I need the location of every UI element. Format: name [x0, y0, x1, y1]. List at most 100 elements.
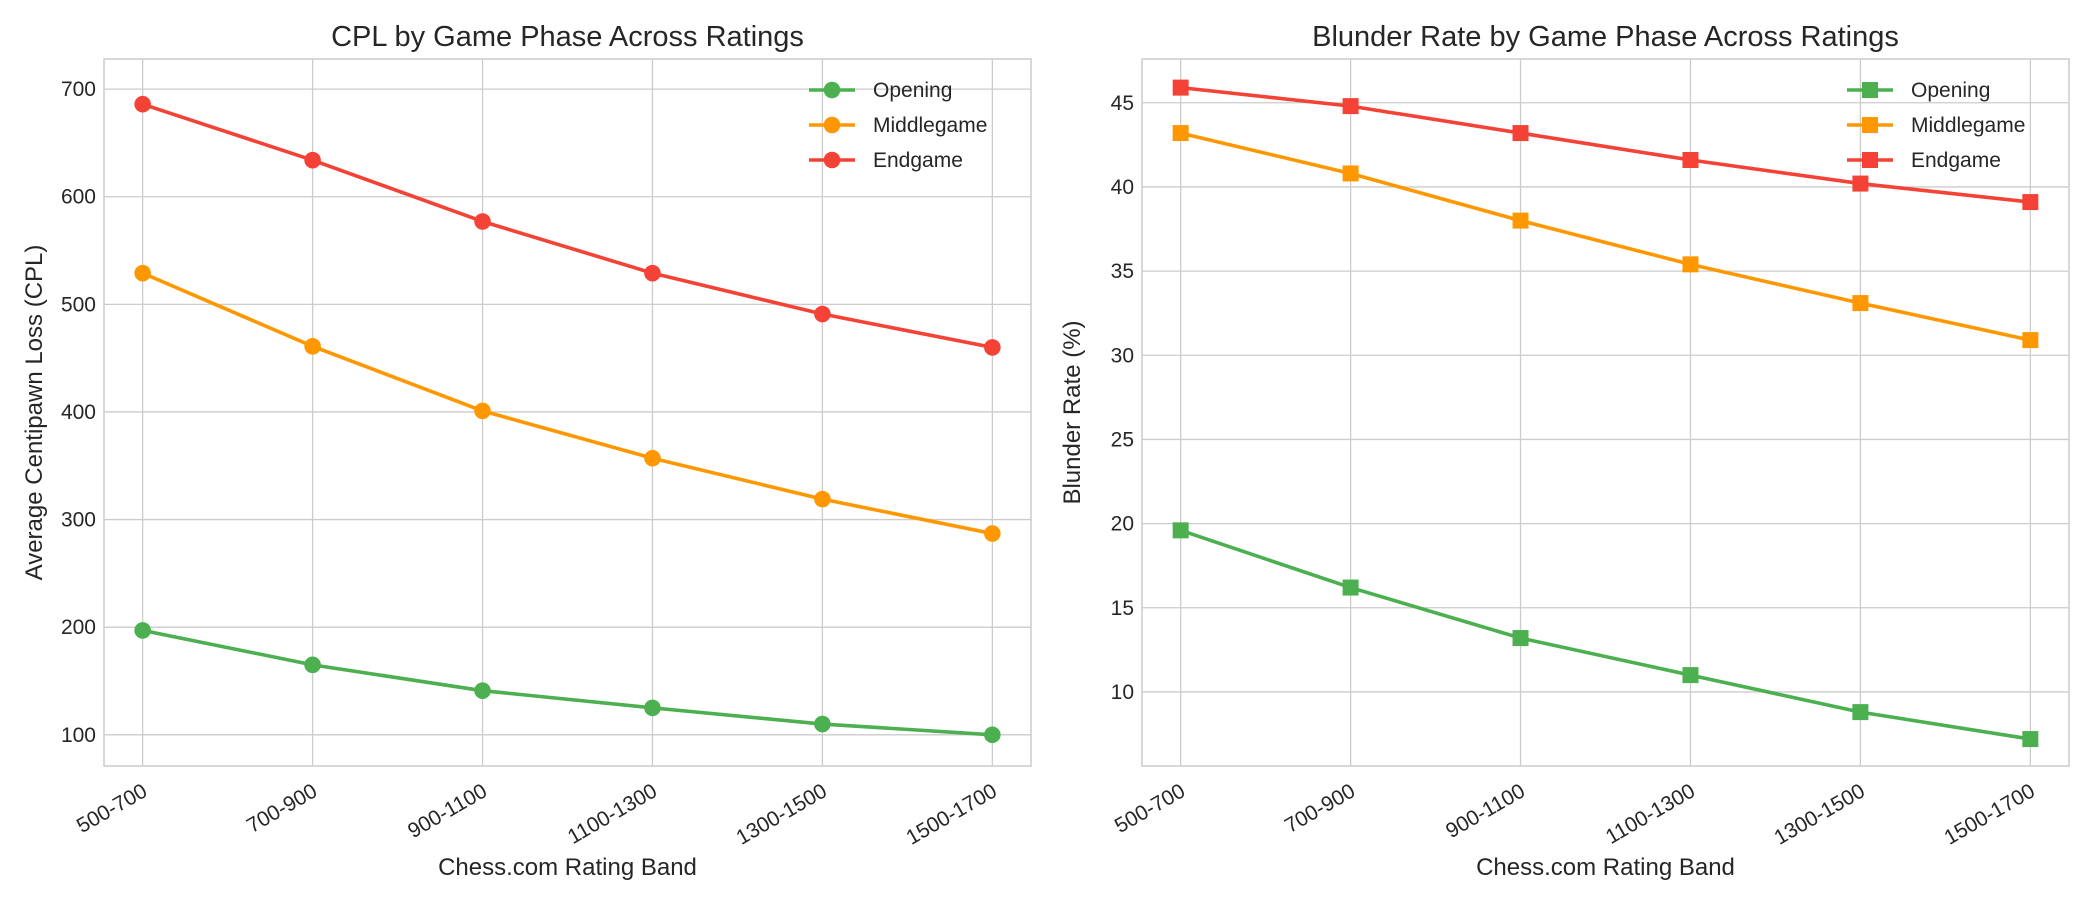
data-point-marker: [1682, 667, 1699, 684]
y-tick-label: 40: [1111, 176, 1134, 199]
y-tick-label: 700: [61, 78, 96, 101]
x-tick-label: 500-700: [1111, 779, 1189, 837]
series-opening: [1172, 522, 2039, 748]
plot-frame: [1141, 58, 2070, 767]
grid: [104, 59, 1031, 766]
y-tick-label: 45: [1111, 92, 1134, 115]
legend-label: Endgame: [873, 149, 963, 172]
x-tick-label: 900-1100: [1442, 779, 1529, 843]
legend-item: Opening: [809, 79, 952, 102]
x-tick-label: 900-1100: [404, 779, 491, 843]
data-point-marker: [1172, 125, 1189, 142]
y-tick-label: 100: [61, 724, 96, 747]
x-tick-label: 500-700: [73, 779, 151, 837]
data-point-marker: [1342, 579, 1359, 596]
legend-marker: [1862, 152, 1878, 168]
series-line: [140, 102, 995, 350]
series-line: [1178, 85, 2033, 204]
x-tick-label: 1500-1700: [1940, 779, 2038, 849]
y-tick-label: 200: [61, 616, 96, 639]
series-line: [1178, 528, 2033, 741]
data-point-marker: [1512, 125, 1529, 142]
y-tick-label: 15: [1111, 597, 1134, 620]
data-point-marker: [2022, 332, 2039, 349]
chart-title: CPL by Game Phase Across Ratings: [331, 21, 804, 53]
x-tick-label: 700-900: [1281, 779, 1359, 837]
series-line: [140, 628, 995, 737]
data-point-marker: [1172, 522, 1189, 539]
chart-title: Blunder Rate by Game Phase Across Rating…: [1312, 21, 1899, 53]
legend-item: Middlegame: [1847, 114, 2025, 137]
data-point-marker: [304, 151, 321, 169]
series-line: [1178, 131, 2033, 342]
x-tick-label: 1100-1300: [1602, 779, 1699, 848]
y-tick-label: 20: [1111, 513, 1134, 536]
data-point-marker: [2022, 194, 2039, 211]
data-point-marker: [2022, 731, 2039, 748]
data-point-marker: [814, 305, 831, 323]
y-tick-label: 25: [1111, 428, 1134, 451]
data-point-marker: [814, 490, 831, 508]
legend-marker: [823, 116, 841, 134]
data-point-marker: [474, 402, 491, 420]
chart-panel-2: 10 15 20 25 30 35 40 45 500-700 700-900 900-1100 11…: [1059, 21, 2070, 881]
legend-label: Opening: [1911, 79, 1990, 102]
data-point-marker: [1172, 79, 1189, 96]
series-middlegame: [134, 264, 1001, 542]
legend-marker: [1862, 117, 1878, 133]
y-tick-label: 30: [1111, 344, 1134, 367]
data-point-marker: [1682, 152, 1699, 168]
data-point-marker: [1852, 175, 1869, 192]
legend: Opening Middlegame Endgame: [1847, 79, 2025, 172]
data-point-marker: [304, 656, 321, 674]
y-tick-label: 300: [61, 509, 96, 532]
data-point-marker: [134, 95, 151, 113]
legend-item: Opening: [1847, 79, 1990, 102]
chart-panel-1: 100 200 300 400 500 600 700 500-700 700-900 900-1…: [21, 21, 1032, 881]
legend-item: Middlegame: [809, 114, 987, 137]
series-line: [140, 271, 995, 536]
data-point-marker: [1512, 630, 1529, 647]
data-point-marker: [1682, 256, 1699, 273]
x-tick-label: 700-900: [243, 779, 321, 837]
x-tick-label: 1300-1500: [732, 779, 830, 849]
legend-item: Endgame: [1847, 149, 2001, 172]
x-tick-label: 1100-1300: [564, 779, 661, 848]
legend-marker: [823, 151, 841, 169]
grid: [1142, 59, 2069, 766]
data-point-marker: [1512, 212, 1529, 229]
data-point-marker: [644, 264, 661, 282]
data-point-marker: [474, 682, 491, 699]
data-point-marker: [644, 699, 661, 717]
legend: Opening Middlegame Endgame: [809, 79, 987, 172]
data-point-marker: [1342, 98, 1359, 115]
legend-label: Middlegame: [1911, 114, 2025, 137]
data-point-marker: [984, 525, 1001, 542]
data-point-marker: [644, 449, 661, 467]
y-tick-label: 10: [1111, 681, 1134, 704]
data-point-marker: [304, 338, 321, 355]
legend-item: Endgame: [809, 149, 963, 172]
y-axis-label: Average Centipawn Loss (CPL): [21, 245, 48, 581]
data-point-marker: [984, 339, 1001, 356]
legend-marker: [823, 81, 841, 99]
data-point-marker: [1852, 704, 1869, 721]
plot-frame: [103, 58, 1032, 767]
y-tick-label: 500: [61, 293, 96, 316]
x-axis-label: Chess.com Rating Band: [438, 854, 697, 881]
y-axis-label: Blunder Rate (%): [1059, 320, 1086, 504]
series-endgame: [134, 95, 1001, 356]
series-endgame: [1172, 79, 2039, 211]
data-point-marker: [814, 715, 831, 733]
legend-label: Opening: [873, 79, 952, 102]
data-point-marker: [1852, 295, 1869, 312]
data-point-marker: [134, 264, 151, 282]
y-tick-label: 35: [1111, 260, 1134, 283]
series-middlegame: [1172, 125, 2039, 349]
legend-label: Endgame: [1911, 149, 2001, 172]
x-axis-label: Chess.com Rating Band: [1476, 854, 1735, 881]
data-point-marker: [984, 726, 1001, 744]
legend-label: Middlegame: [873, 114, 987, 137]
data-point-marker: [134, 622, 151, 639]
